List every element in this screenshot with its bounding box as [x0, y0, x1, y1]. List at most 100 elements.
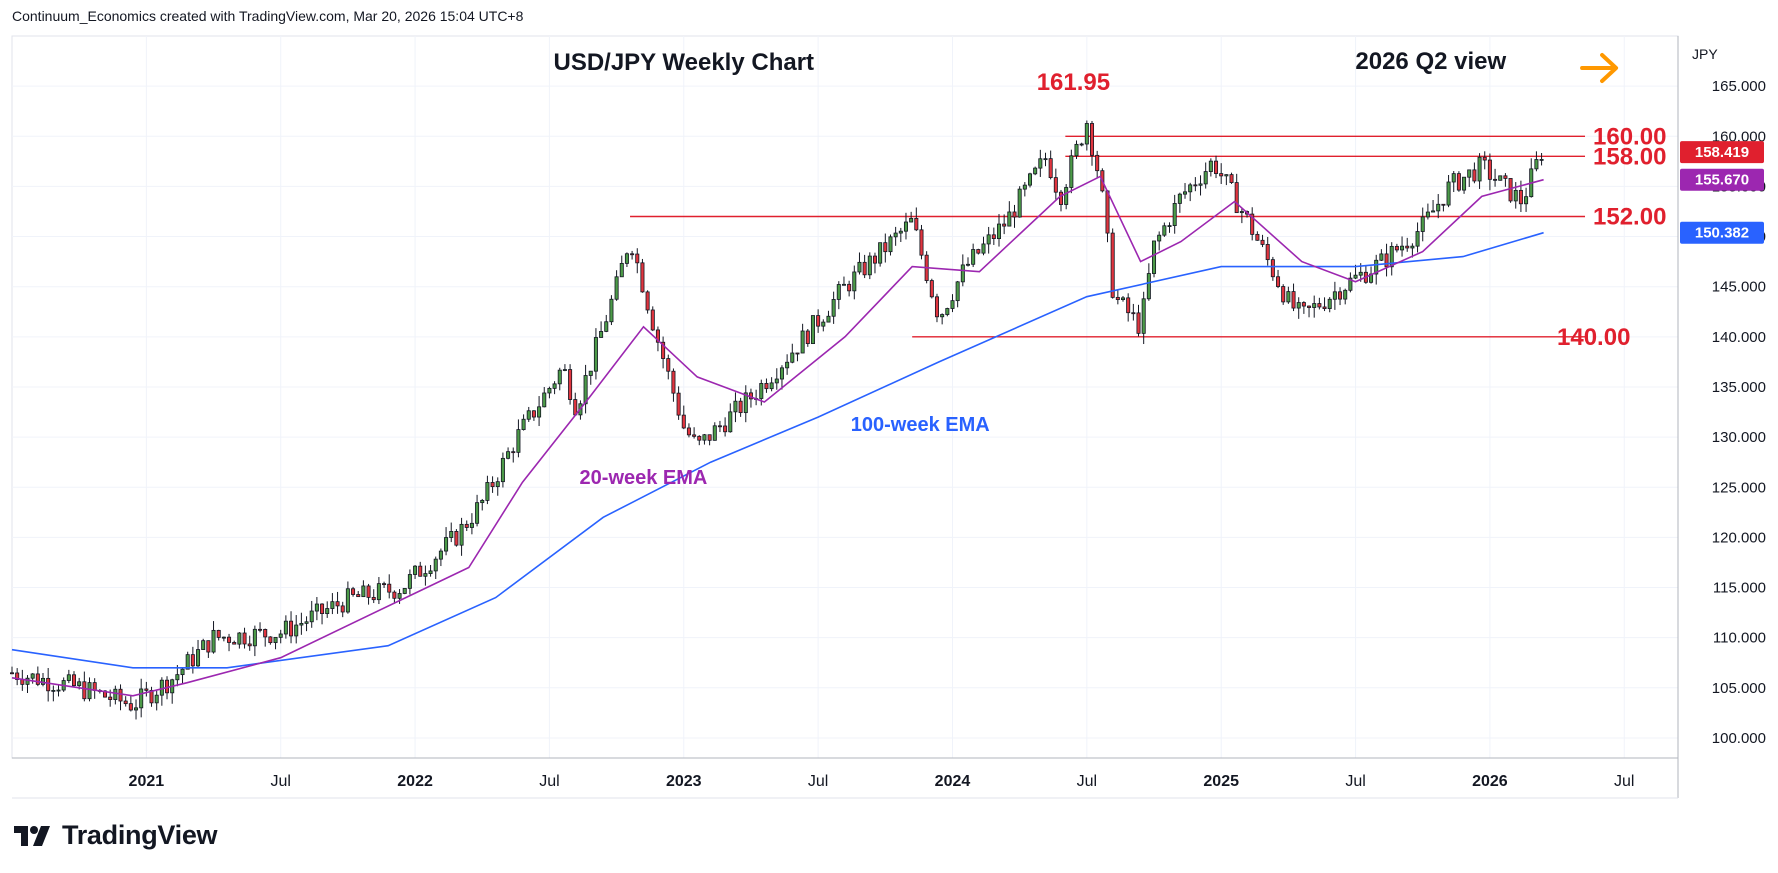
candle-up	[562, 369, 567, 371]
candle-down	[1307, 305, 1312, 308]
candle-up	[521, 418, 526, 431]
candle-up	[903, 221, 908, 232]
y-tick-label: 145.000	[1712, 279, 1766, 296]
candle-up	[898, 230, 903, 234]
candle-up	[196, 649, 201, 667]
candle-up	[402, 587, 407, 594]
candle-down	[1405, 245, 1410, 249]
candle-up	[1534, 159, 1539, 170]
candle-up	[330, 601, 335, 609]
x-tick-label: 2025	[1203, 773, 1239, 790]
candle-up	[345, 588, 350, 613]
candle-up	[134, 707, 139, 711]
candle-down	[1058, 191, 1064, 205]
candle-up	[1208, 160, 1213, 172]
candle-up	[1498, 175, 1503, 181]
chart-subtitle: 2026 Q2 view	[1355, 48, 1506, 75]
candle-down	[686, 427, 691, 436]
candle-down	[1482, 156, 1487, 161]
candle-down	[676, 392, 681, 416]
candle-down	[1301, 302, 1306, 307]
candle-down	[9, 672, 15, 675]
candle-up	[779, 367, 784, 380]
candle-down	[1394, 245, 1399, 251]
candle-down	[872, 255, 877, 264]
level-label-152.00: 152.00	[1593, 204, 1666, 231]
candle-down	[1255, 233, 1260, 241]
candle-down	[671, 370, 676, 394]
candle-up	[428, 570, 433, 574]
candle-down	[216, 629, 221, 638]
candle-up	[1027, 173, 1032, 186]
candle-down	[1126, 297, 1131, 314]
candle-up	[759, 383, 764, 399]
candle-up	[981, 243, 986, 254]
y-tick-label: 115.000	[1713, 580, 1766, 597]
candle-down	[418, 565, 423, 577]
level-label-140.00: 140.00	[1557, 324, 1630, 351]
x-tick-label: Jul	[1077, 773, 1097, 790]
x-tick-label: Jul	[808, 773, 828, 790]
candle-up	[1074, 143, 1079, 157]
candle-up	[1038, 158, 1043, 169]
candle-up	[1513, 189, 1518, 202]
candle-down	[1136, 312, 1141, 334]
tradingview-logo[interactable]: TradingView	[14, 820, 218, 851]
candle-down	[1115, 296, 1120, 301]
candle-up	[1415, 231, 1420, 247]
candle-up	[1022, 184, 1027, 190]
candle-up	[1079, 143, 1084, 146]
candle-up	[237, 632, 242, 645]
price-chart[interactable]: 165.000160.000155.000150.000145.000140.0…	[0, 0, 1778, 810]
ema20-label: 20-week EMA	[580, 467, 708, 489]
candle-down	[247, 643, 252, 647]
candle-up	[1353, 274, 1358, 279]
x-tick-label: 2022	[397, 773, 433, 790]
candle-down	[1518, 189, 1523, 205]
candle-down	[356, 594, 361, 598]
x-tick-label: Jul	[1614, 773, 1634, 790]
candle-up	[413, 565, 418, 575]
candle-up	[56, 689, 61, 692]
candle-up	[1043, 158, 1048, 161]
candle-up	[1358, 271, 1363, 276]
candle-up	[1162, 225, 1167, 236]
candle-up	[1286, 291, 1291, 303]
x-tick-label: 2024	[935, 773, 971, 790]
candle-down	[123, 700, 128, 705]
candle-up	[309, 610, 314, 623]
candle-down	[320, 603, 325, 615]
candle-up	[51, 689, 56, 692]
candle-down	[883, 242, 888, 253]
x-tick-label: 2026	[1472, 773, 1508, 790]
candle-down	[976, 249, 981, 254]
chart-title: USD/JPY Weekly Chart	[553, 49, 814, 76]
candle-up	[201, 640, 206, 650]
candle-up	[960, 264, 965, 283]
candle-down	[1002, 223, 1007, 227]
y-tick-label: 105.000	[1712, 680, 1766, 697]
candle-up	[283, 620, 288, 635]
candle-up	[1425, 211, 1430, 218]
candle-up	[1312, 303, 1317, 308]
candle-down	[568, 369, 573, 400]
candle-up	[950, 300, 955, 309]
candle-up	[438, 550, 443, 560]
candle-up	[1431, 210, 1436, 213]
candle-up	[1327, 298, 1332, 310]
candle-up	[552, 383, 557, 389]
candle-up	[955, 281, 960, 302]
candle-up	[1477, 156, 1482, 182]
candle-down	[1250, 213, 1255, 235]
candle-up	[423, 573, 428, 577]
candle-down	[1384, 253, 1389, 268]
candle-up	[1462, 176, 1467, 191]
candle-down	[1338, 291, 1343, 300]
candle-up	[159, 679, 164, 696]
candle-down	[717, 425, 722, 428]
candle-down	[805, 330, 810, 345]
candle-up	[1539, 159, 1544, 161]
candle-up	[252, 628, 257, 647]
candle-up	[1436, 203, 1441, 212]
candle-up	[41, 677, 46, 685]
